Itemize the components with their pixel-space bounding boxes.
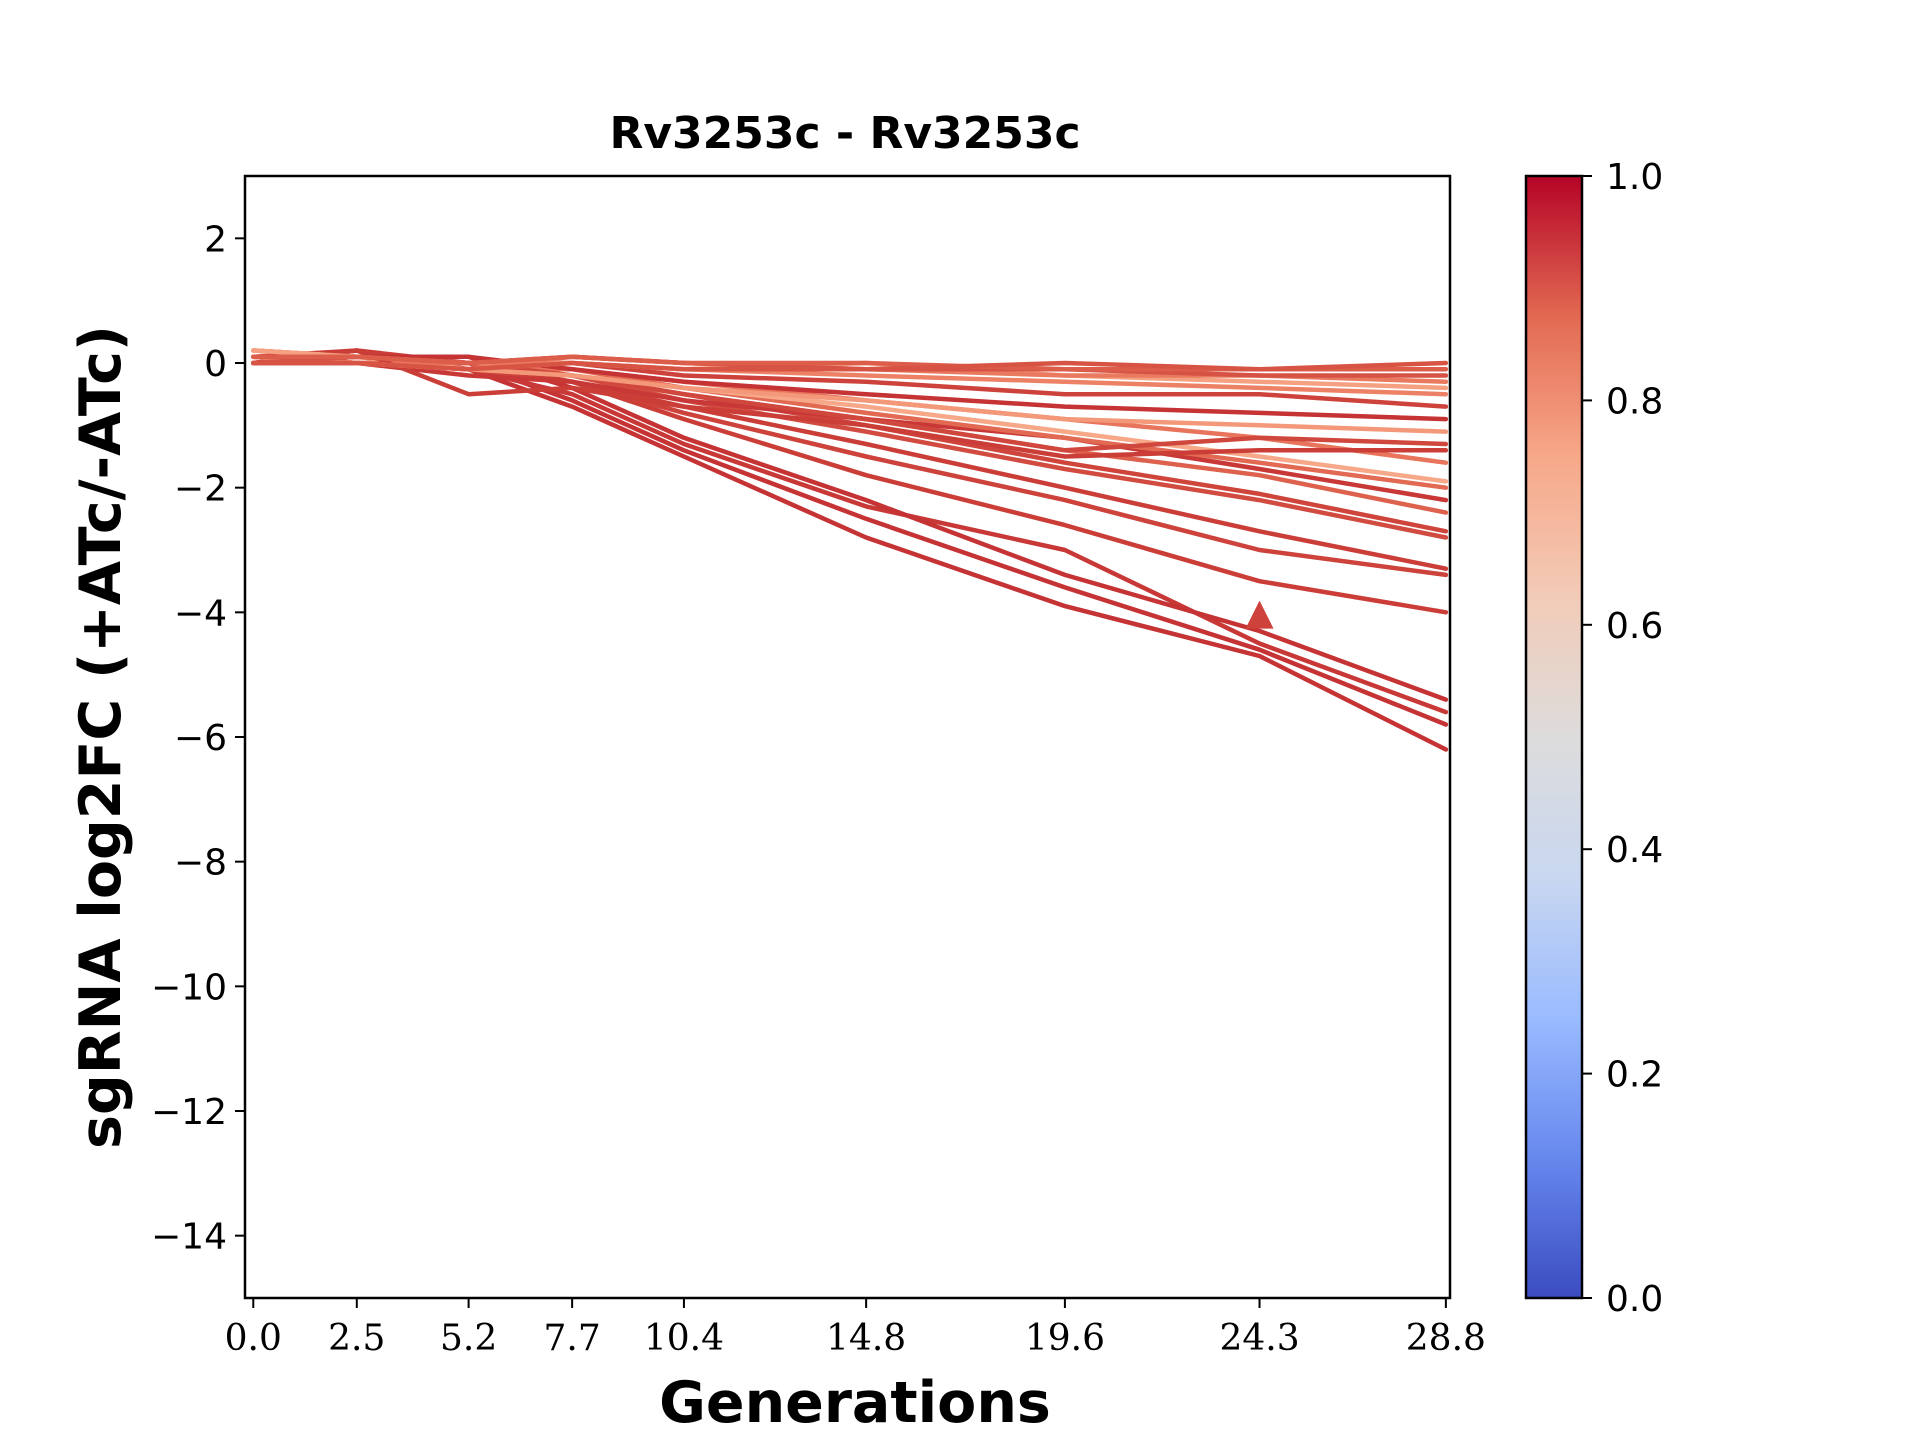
y-tick-label: −2 — [174, 469, 227, 510]
y-tick-label: −4 — [174, 593, 227, 634]
colorbar-tick-label: 0.6 — [1606, 606, 1663, 647]
y-axis-label: sgRNA log2FC (+ATc/-ATc) — [68, 325, 134, 1149]
colorbar-tick-label: 1.0 — [1606, 157, 1663, 198]
chart-title: Rv3253c - Rv3253c — [609, 108, 1080, 159]
triangle-marker — [1245, 600, 1274, 629]
colorbar-tick-label: 0.2 — [1606, 1055, 1663, 1096]
x-tick-label: 24.3 — [1219, 1318, 1299, 1359]
x-tick-label: 14.8 — [826, 1318, 906, 1359]
x-tick-label: 7.7 — [543, 1318, 600, 1359]
series-line-25 — [251, 360, 1449, 372]
x-tick-label: 10.4 — [644, 1318, 724, 1359]
x-axis: 0.0 2.5 5.2 7.7 10.4 14.8 19.6 24.3 28.8 — [225, 1298, 1486, 1359]
x-tick-label: 5.2 — [440, 1318, 497, 1359]
colorbar-gradient — [1526, 176, 1582, 1298]
y-tick-label: −10 — [151, 967, 227, 1008]
colorbar-tick-label: 0.8 — [1606, 381, 1663, 422]
colorbar-frame — [1524, 174, 1584, 1300]
y-tick-label: −12 — [151, 1092, 227, 1133]
colorbar-ticks: 1.0 0.8 0.6 0.4 0.2 0.0 — [1582, 157, 1663, 1320]
y-tick-label: −14 — [151, 1217, 227, 1258]
x-tick-label: 19.6 — [1025, 1318, 1105, 1359]
plot-area — [243, 174, 1452, 1300]
colorbar-tick-label: 0.0 — [1606, 1279, 1663, 1320]
x-axis-label: Generations — [659, 1370, 1051, 1436]
y-tick-label: 0 — [204, 344, 227, 385]
x-tick-label: 0.0 — [225, 1318, 282, 1359]
y-tick-label: −6 — [174, 718, 227, 759]
x-tick-label: 2.5 — [328, 1318, 385, 1359]
x-tick-label: 28.8 — [1406, 1318, 1486, 1359]
series-layer — [251, 348, 1449, 752]
y-tick-label: −8 — [174, 843, 227, 884]
colorbar-tick-label: 0.4 — [1606, 830, 1663, 871]
marker-layer — [1245, 600, 1274, 629]
y-axis: 2 0 −2 −4 −6 −8 −10 −12 −14 — [151, 219, 245, 1258]
colorbar: 1.0 0.8 0.6 0.4 0.2 0.0 — [1524, 157, 1663, 1320]
y-tick-label: 2 — [204, 219, 227, 260]
